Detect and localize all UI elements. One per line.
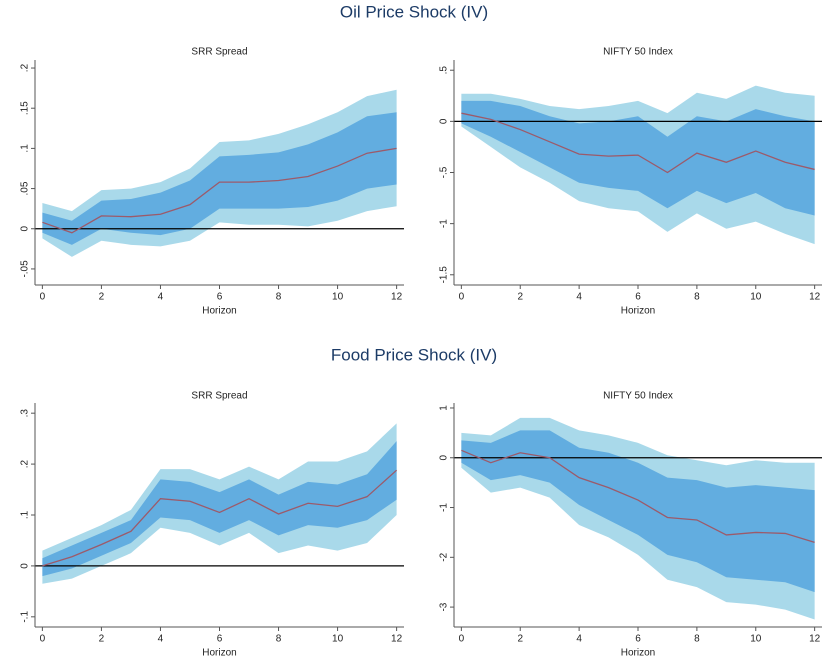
x-tick-label: 12 [809,634,821,645]
x-tick-label: 0 [459,292,465,303]
y-tick-label: .3 [20,409,31,418]
x-tick-label: 6 [635,634,641,645]
y-tick-label: .1 [20,510,31,519]
chart-title: NIFTY 50 Index [603,47,673,58]
y-tick-label: -1 [439,219,450,228]
irf-line [461,449,815,543]
y-tick-label: -1.5 [439,266,450,284]
y-tick-label: -2 [439,552,450,561]
chart-title: SRR Spread [191,47,247,58]
y-tick-label: -.1 [20,611,31,623]
x-tick-label: 12 [391,634,403,645]
x-tick-label: 0 [40,292,46,303]
x-tick-label: 10 [750,634,762,645]
y-tick-label: .05 [20,181,31,195]
x-tick-label: 6 [217,634,223,645]
x-tick-label: 10 [332,292,344,303]
y-tick-label: 0 [439,455,450,461]
x-tick-label: 10 [750,292,762,303]
y-tick-label: 1 [439,405,450,411]
x-tick-label: 2 [99,634,105,645]
y-tick-label: 0 [439,118,450,124]
x-tick-label: 4 [158,634,164,645]
section-title: Food Price Shock (IV) [331,345,497,364]
chart-title: SRR Spread [191,391,247,402]
x-axis-label: Horizon [621,306,655,317]
x-tick-label: 0 [40,634,46,645]
x-tick-label: 4 [158,292,164,303]
y-tick-label: .2 [20,63,31,72]
x-axis-label: Horizon [202,306,236,317]
x-tick-label: 0 [459,634,465,645]
y-tick-label: 0 [20,563,31,569]
x-tick-label: 6 [217,292,223,303]
y-tick-label: .5 [439,66,450,75]
x-tick-label: 2 [99,292,105,303]
x-tick-label: 8 [276,292,282,303]
irf-line [42,469,398,567]
x-tick-label: 8 [276,634,282,645]
y-tick-label: 0 [20,226,31,232]
chart-title: NIFTY 50 Index [603,391,673,402]
x-tick-label: 4 [576,292,582,303]
y-tick-label: -1 [439,503,450,512]
confidence-band [42,441,397,577]
x-tick-label: 4 [576,634,582,645]
irf-line [42,147,397,234]
x-tick-label: 10 [332,634,344,645]
y-tick-label: -.5 [439,166,450,178]
x-tick-label: 8 [694,292,700,303]
irf-line [461,112,815,174]
x-tick-label: 2 [517,292,523,303]
y-tick-label: -3 [439,602,450,611]
x-tick-label: 8 [694,634,700,645]
y-tick-label: -.05 [20,260,31,278]
x-tick-label: 6 [635,292,641,303]
x-axis-label: Horizon [202,648,236,659]
y-tick-label: .2 [20,459,31,468]
confidence-band [461,100,815,216]
x-tick-label: 12 [391,292,403,303]
confidence-band [42,112,397,245]
confidence-band [461,430,815,593]
section-title: Oil Price Shock (IV) [340,2,488,21]
y-tick-label: .1 [20,144,31,153]
x-axis-label: Horizon [621,648,655,659]
x-tick-label: 12 [809,292,821,303]
y-tick-label: .15 [20,101,31,115]
x-tick-label: 2 [517,634,523,645]
